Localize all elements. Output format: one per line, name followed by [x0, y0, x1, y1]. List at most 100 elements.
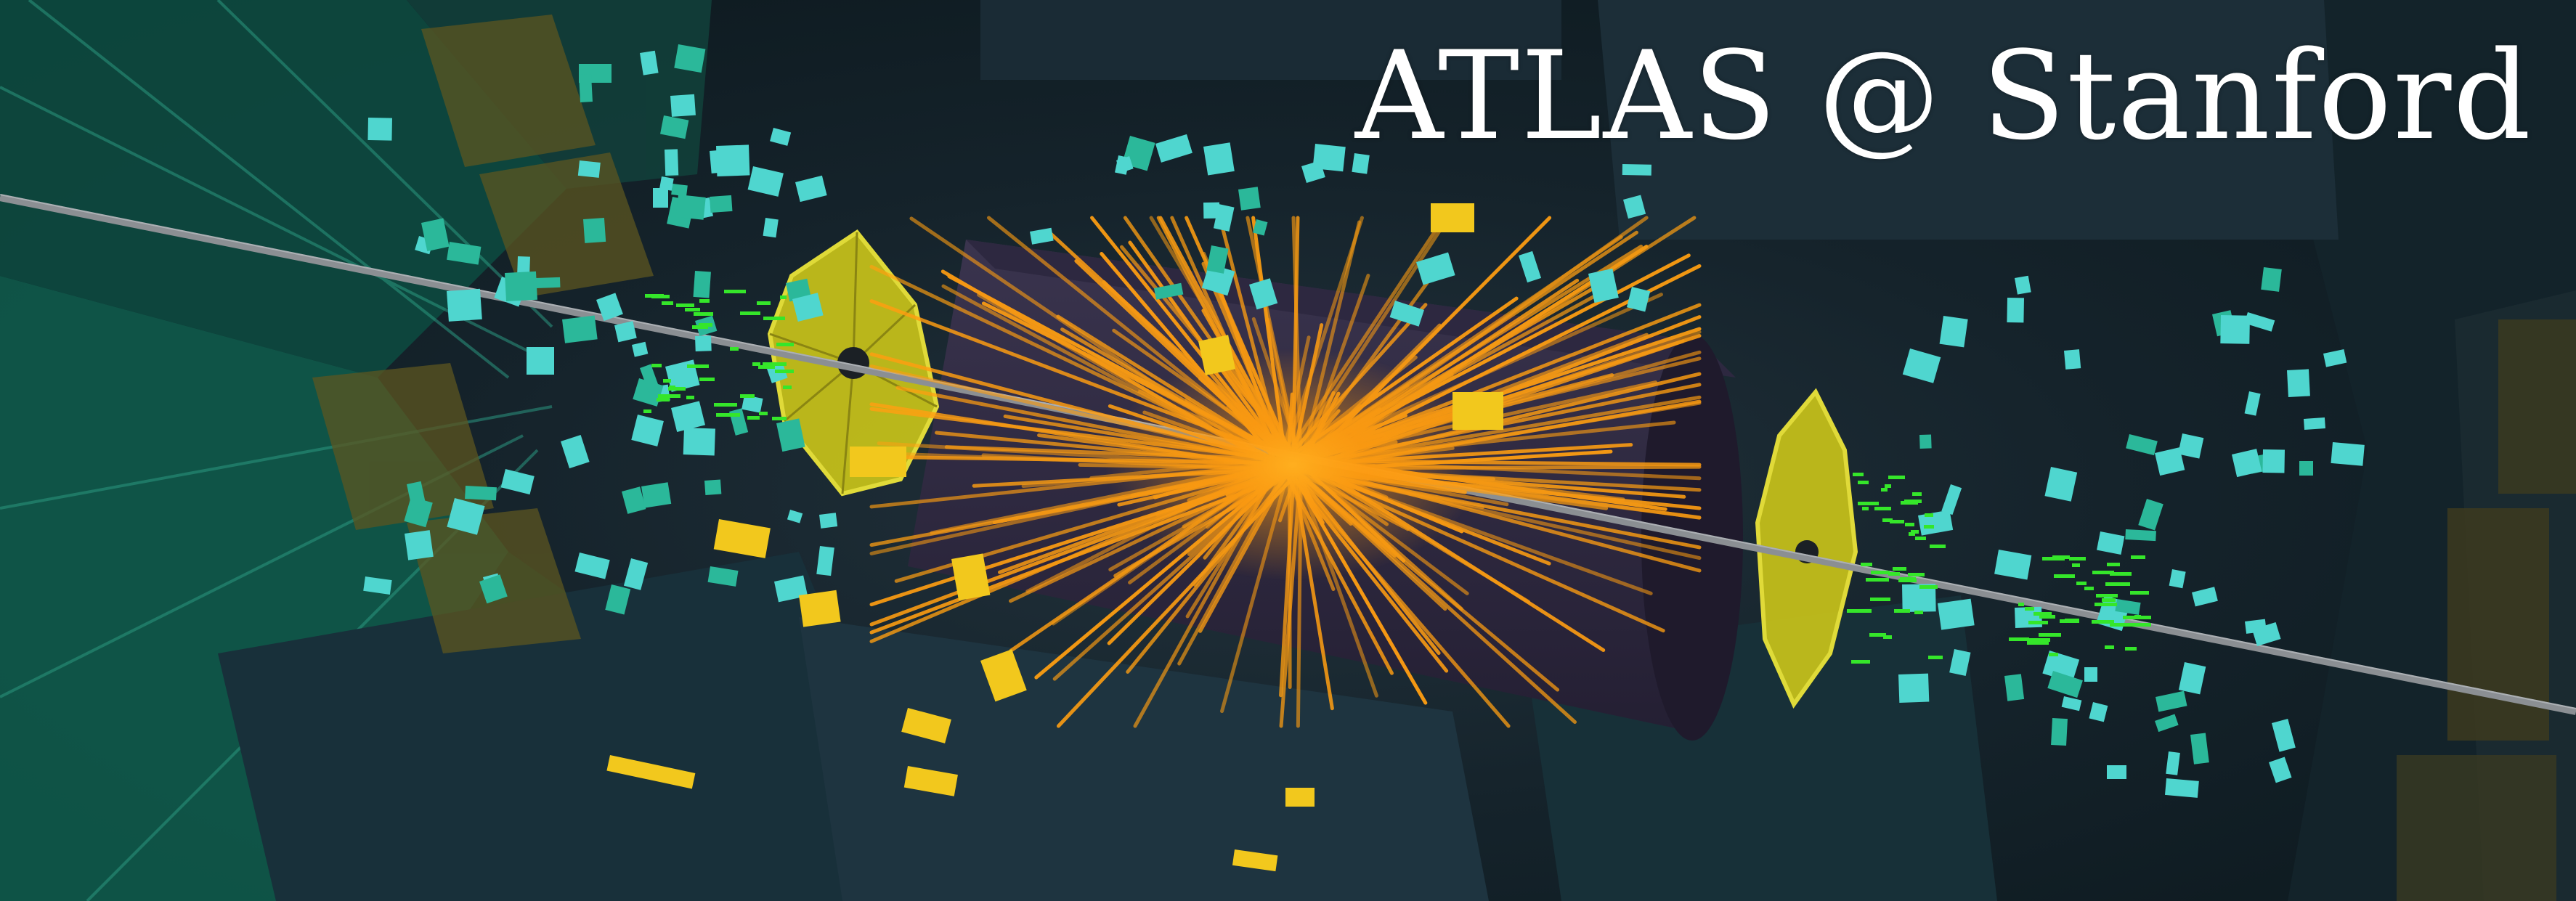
calorimeter-cell — [1898, 673, 1930, 703]
calorimeter-cell — [694, 335, 712, 351]
calorimeter-cell — [2261, 267, 2282, 292]
calorimeter-cell — [623, 558, 649, 590]
calorimeter-cell — [1949, 649, 1971, 677]
tracker-hit — [2084, 587, 2094, 590]
tracker-hit — [1847, 609, 1872, 613]
calorimeter-cell — [560, 435, 590, 469]
tracker-hit — [1874, 507, 1891, 510]
calorimeter-cell — [2107, 765, 2126, 779]
site-title: ATLAS @ Stanford — [1354, 25, 2532, 167]
calorimeter-cell — [671, 401, 706, 432]
calorimeter-cell — [665, 149, 679, 176]
tracker-hit — [2100, 603, 2117, 606]
calorimeter-cell — [770, 128, 792, 146]
tracker-hit — [1893, 567, 1906, 571]
calorimeter-cell — [631, 415, 664, 447]
calorimeter-cell — [2323, 348, 2347, 367]
tracker-hit — [2110, 623, 2133, 627]
tracker-hit — [663, 379, 671, 383]
calorimeter-cell — [583, 217, 606, 243]
tracker-hit — [1915, 537, 1926, 540]
calorimeter-cell — [1416, 252, 1455, 285]
tracker-hit — [763, 317, 785, 320]
calorimeter-cell — [527, 347, 554, 375]
tracker-hit — [716, 413, 740, 417]
calorimeter-cell — [1203, 202, 1220, 219]
tracker-hit — [740, 311, 760, 315]
calorimeter-cell — [2190, 733, 2209, 765]
tracker-hit — [1885, 484, 1891, 488]
calorimeter-cell — [2125, 529, 2156, 542]
tracker-hit — [1901, 501, 1918, 505]
calorimeter-cell — [671, 183, 688, 197]
tracker-hit — [776, 343, 794, 346]
tracker-hit — [658, 394, 680, 398]
tracker-hit — [1911, 530, 1919, 534]
calorimeter-cell — [2164, 778, 2199, 798]
calorimeter-cell — [2232, 449, 2262, 478]
calorimeter-cell — [1917, 510, 1954, 536]
calorimeter-cell — [1312, 144, 1346, 172]
calorimeter-cell — [605, 584, 631, 615]
calorimeter-cell — [1153, 282, 1184, 300]
tracker-hit — [780, 295, 787, 299]
calorimeter-cell — [367, 118, 392, 141]
calorimeter-cell — [1389, 301, 1424, 327]
tracker-hit — [2092, 571, 2114, 574]
tracker-hit — [699, 299, 710, 303]
calorimeter-cell — [2244, 391, 2261, 416]
calorimeter-cell — [574, 553, 610, 579]
calorimeter-cell — [405, 530, 434, 560]
tracker-hit — [1862, 507, 1869, 510]
calorimeter-cell — [787, 510, 803, 523]
calorimeter-cell — [2051, 717, 2068, 746]
calorimeter-cell — [1941, 484, 1962, 515]
tracker-hit — [662, 301, 673, 305]
calorimeter-cell — [641, 482, 672, 508]
calorimeter-cell — [786, 278, 811, 302]
tracker-hit — [2018, 603, 2024, 606]
calorimeter-cell — [1203, 142, 1235, 176]
calorimeter-cell — [1352, 152, 1370, 174]
tracker-hit — [2025, 607, 2034, 611]
calorimeter-cell — [421, 218, 450, 252]
calorimeter-cell — [1938, 598, 1975, 630]
tracker-hit — [2039, 615, 2055, 619]
tracker-hit — [1883, 635, 1892, 639]
tracker-hit — [1851, 660, 1870, 664]
tracker-hit — [1888, 572, 1900, 576]
calorimeter-cell — [2155, 714, 2179, 733]
calorimeter-cell — [2178, 662, 2206, 695]
calorimeter-cell — [363, 576, 392, 595]
tracker-hit — [2027, 641, 2049, 645]
tracker-hit — [730, 347, 739, 351]
calorimeter-cell — [1622, 164, 1651, 176]
calorimeter-cell — [577, 160, 601, 178]
calorimeter-cell — [2177, 433, 2204, 459]
tracker-hit — [1894, 609, 1910, 613]
tracker-hit — [699, 323, 712, 327]
calorimeter-cell — [1902, 348, 1941, 383]
tracker-hit — [2102, 598, 2116, 602]
calorimeter-cell — [2007, 297, 2024, 323]
calorimeter-cell — [1238, 187, 1261, 211]
calorimeter-cell — [1519, 250, 1542, 283]
tracker-hit — [1853, 473, 1864, 476]
calorimeter-cell — [578, 74, 593, 102]
calorimeter-cell — [2042, 651, 2080, 683]
calorimeter-cell — [2166, 751, 2180, 775]
tracker-hit — [686, 396, 694, 399]
tracker-hit — [687, 364, 709, 368]
calorimeter-cell — [2044, 467, 2078, 502]
calorimeter-cell — [716, 144, 750, 176]
tracker-hit — [2054, 574, 2075, 578]
tracker-hit — [669, 386, 675, 389]
calorimeter-cell — [2244, 312, 2275, 332]
tracker-hit — [759, 412, 768, 415]
calorimeter-cell — [763, 218, 779, 238]
calorimeter-cell — [447, 241, 482, 265]
calorimeter-cell — [1626, 287, 1651, 312]
calorimeter-cell — [1155, 134, 1192, 163]
calorimeter-cell — [1588, 268, 1619, 303]
